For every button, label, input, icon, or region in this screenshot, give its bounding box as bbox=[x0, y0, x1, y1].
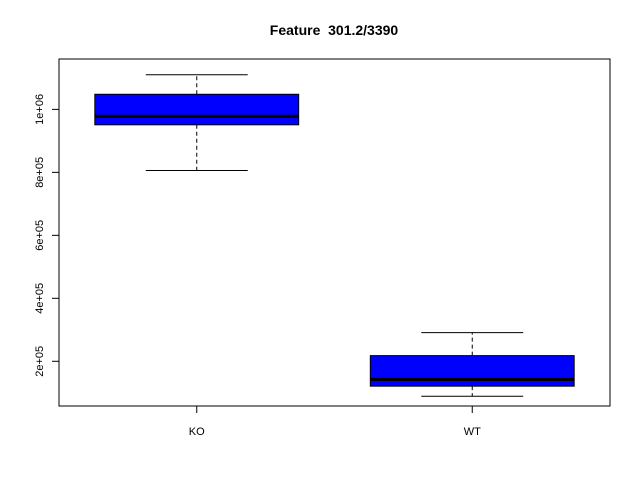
iqr-box bbox=[94, 93, 300, 126]
box-ko bbox=[94, 74, 300, 171]
y-tick-label: 8e+05 bbox=[34, 157, 46, 188]
boxes-layer bbox=[94, 74, 575, 397]
x-tick-label: KO bbox=[189, 426, 205, 438]
y-tick-label: 2e+05 bbox=[34, 346, 46, 377]
box-wt bbox=[369, 332, 575, 397]
y-tick-label: 1e+06 bbox=[34, 94, 46, 125]
y-axis: 2e+05 4e+05 6e+05 8e+05 1e+06 bbox=[34, 94, 60, 377]
y-tick-label: 6e+05 bbox=[34, 220, 46, 251]
chart-title: Feature 301.2/3390 bbox=[270, 22, 399, 38]
iqr-box bbox=[369, 355, 575, 387]
x-axis: KO WT bbox=[189, 405, 481, 438]
y-tick-label: 4e+05 bbox=[34, 283, 46, 314]
x-tick-label: WT bbox=[464, 426, 481, 438]
